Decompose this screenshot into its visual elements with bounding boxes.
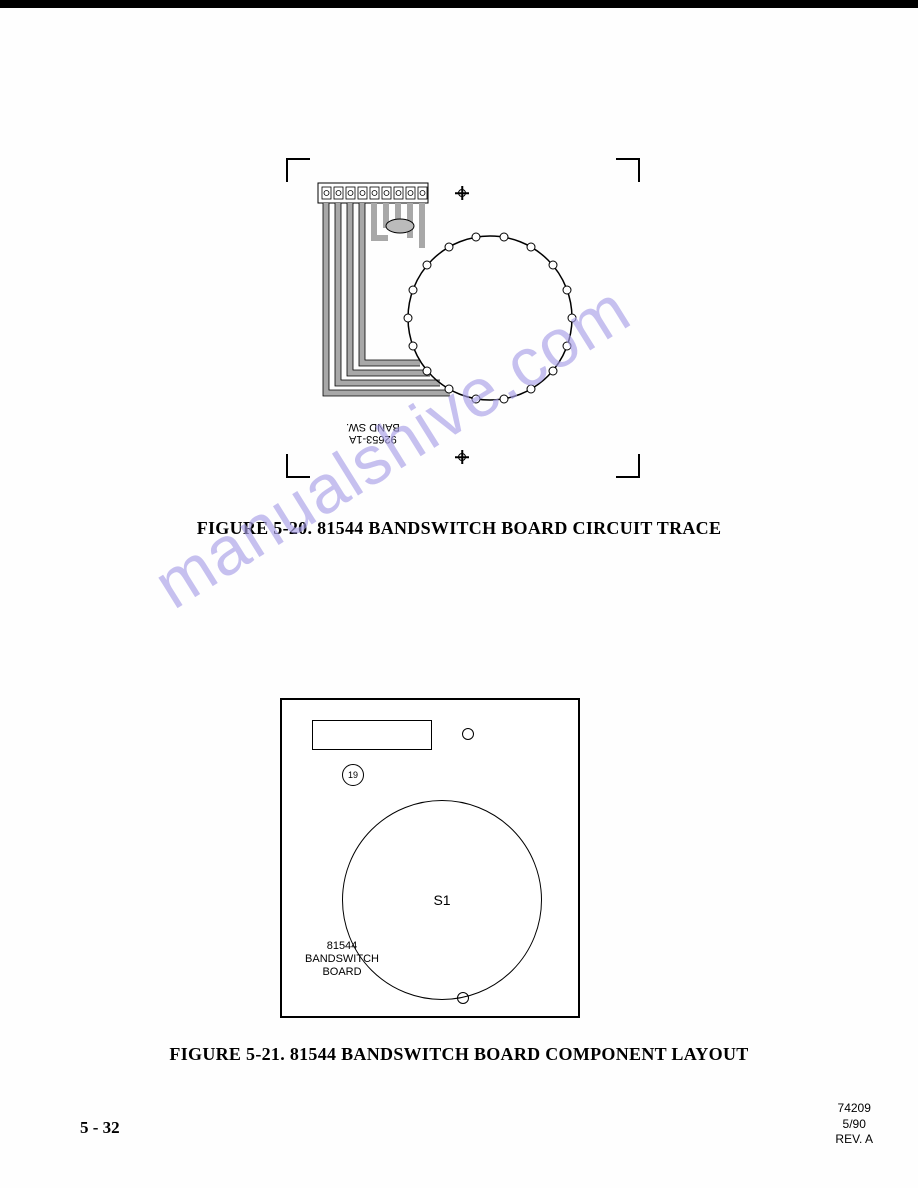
board-label-line1: 81544: [327, 940, 358, 952]
top-border: [0, 0, 918, 8]
mounting-hole-icon: [462, 728, 474, 740]
component-19-label: 19: [348, 770, 358, 780]
component-19-circle: 19: [342, 764, 364, 786]
figure1-circuit-trace: 92653-1A BAND SW.: [270, 158, 650, 488]
doc-number: 74209: [838, 1101, 871, 1115]
figure2-component-layout: 19 S1 81544 BANDSWITCH BOARD: [280, 698, 580, 1018]
board-label-line2: BANDSWITCH: [305, 953, 379, 965]
doc-date: 5/90: [843, 1117, 866, 1131]
figure1-caption: FIGURE 5-20. 81544 BANDSWITCH BOARD CIRC…: [0, 518, 918, 539]
board-label-line3: BOARD: [322, 966, 361, 978]
doc-revision: REV. A: [835, 1132, 873, 1146]
switch-label: S1: [433, 892, 450, 908]
document-info: 74209 5/90 REV. A: [835, 1101, 873, 1148]
board-label: 81544 BANDSWITCH BOARD: [302, 940, 382, 980]
page-number: 5 - 32: [80, 1118, 120, 1138]
pcb-silkscreen-text: 92653-1A BAND SW.: [346, 421, 400, 445]
pcb-text-line1: 92653-1A: [349, 433, 397, 445]
pcb-text-line2: BAND SW.: [346, 421, 400, 433]
page-content: 92653-1A BAND SW. FIGURE 5-20. 81544 BAN…: [0, 8, 918, 1188]
connector-outline: [312, 720, 432, 750]
circuit-trace-svg: [300, 178, 620, 458]
mounting-hole-icon: [457, 992, 469, 1004]
figure2-caption: FIGURE 5-21. 81544 BANDSWITCH BOARD COMP…: [0, 1044, 918, 1065]
